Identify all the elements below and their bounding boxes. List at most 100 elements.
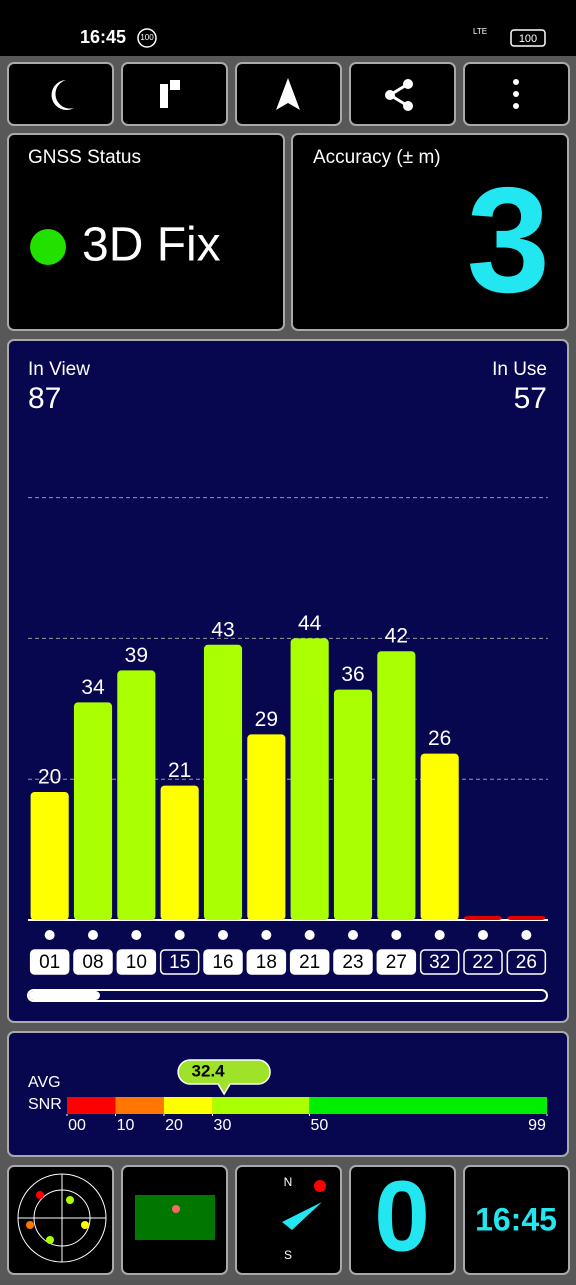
bar-label: 26: [428, 727, 451, 750]
bar: [333, 689, 373, 920]
snr-segment: [163, 1097, 213, 1114]
moon-icon: [51, 80, 74, 110]
snr-segment: [67, 1097, 116, 1114]
bar: [73, 702, 113, 920]
share-icon: [385, 79, 413, 111]
bar: [117, 670, 156, 920]
bar: [290, 638, 329, 920]
sat-label: 16: [212, 952, 233, 973]
guide-icon: [160, 80, 180, 108]
sat-dot: [131, 930, 142, 940]
bar-label: 20: [38, 766, 61, 789]
sat-dot: [218, 930, 228, 940]
bar: [247, 734, 286, 920]
sat-dot: [44, 930, 55, 940]
clock: 16:45: [475, 1201, 557, 1237]
sky-tile[interactable]: [7, 1165, 114, 1275]
bar-label: 42: [385, 625, 408, 648]
badge: 100: [140, 33, 154, 42]
guide-button[interactable]: [121, 62, 228, 126]
sat-label: 26: [516, 952, 537, 973]
sat-label: 08: [82, 952, 103, 973]
in-use-label: In Use: [492, 359, 547, 380]
fix: 3D Fix: [82, 219, 221, 272]
network: LTE: [473, 27, 487, 36]
sky-plot: [17, 1173, 107, 1263]
sat-label: 10: [126, 952, 147, 973]
sat-box: [333, 949, 373, 975]
snr-label-2: SNR: [28, 1096, 62, 1113]
sat-dot: [348, 930, 358, 940]
night-button[interactable]: [7, 62, 114, 126]
sat-box: [73, 949, 113, 975]
accuracy-title: Accuracy (± m): [313, 147, 441, 168]
bar-label: 29: [255, 708, 278, 731]
snr-tick-label: 99: [528, 1117, 546, 1134]
snr-segment: [309, 1097, 547, 1114]
bar-label: 34: [81, 676, 105, 699]
world-map: [135, 1195, 215, 1240]
bar-label: 43: [211, 618, 234, 641]
bar-label: 36: [341, 663, 364, 686]
gnss-title: GNSS Status: [28, 147, 141, 168]
speed-tile[interactable]: [349, 1165, 456, 1275]
bar: [507, 916, 546, 920]
snr-segment: [115, 1097, 164, 1114]
gnss-panel: [7, 133, 285, 331]
battery-frame: [510, 29, 546, 47]
sat-label: 01: [39, 952, 60, 973]
compass-n: N: [284, 1175, 293, 1189]
sat-label: 22: [472, 952, 493, 973]
sat-box: [419, 949, 460, 975]
sat-dot: [391, 930, 402, 940]
sat-dot: [478, 930, 488, 940]
fix-indicator: [30, 229, 66, 265]
accuracy-panel: [291, 133, 569, 331]
snr-tick-label: 30: [214, 1117, 232, 1134]
sat-box: [376, 949, 417, 975]
map-pin: [172, 1205, 180, 1213]
bar-label: 21: [168, 759, 191, 782]
sat-box: [29, 949, 70, 975]
share-button[interactable]: [349, 62, 456, 126]
snr-segment: [212, 1097, 310, 1114]
in-view-label: In View: [28, 359, 90, 380]
bar: [463, 916, 503, 920]
sat-label: 23: [342, 952, 363, 973]
bar: [160, 785, 199, 920]
snr-label-1: AVG: [28, 1074, 61, 1091]
arrow-icon: [276, 78, 300, 110]
menu-icon: [513, 79, 519, 109]
sat-box: [246, 949, 287, 975]
sat-label: 15: [169, 952, 190, 973]
sat-label: 27: [386, 952, 407, 973]
in-view: 87: [28, 382, 61, 415]
sat-dot: [521, 930, 532, 940]
bar-label: 39: [125, 644, 148, 667]
snr-average: 32.4: [192, 1061, 226, 1080]
clock-tile[interactable]: [463, 1165, 570, 1275]
sat-dot: [174, 930, 185, 940]
sat-label: 32: [429, 952, 450, 973]
sat-box: [203, 949, 243, 975]
sat-box: [116, 949, 157, 975]
sat-box: [463, 949, 503, 975]
sat-dot: [261, 930, 272, 940]
bar: [203, 644, 243, 920]
sat-dot: [88, 930, 98, 940]
bar-label: 44: [298, 612, 322, 635]
compass-needle: [282, 1202, 322, 1230]
sat-dot: [434, 930, 445, 940]
snr-tick-label: 00: [68, 1117, 86, 1134]
scrollbar[interactable]: [27, 989, 548, 1002]
sat-box: [159, 949, 200, 975]
sat-label: 21: [299, 952, 320, 973]
time: 16:45: [80, 27, 126, 47]
snr-panel: [7, 1031, 569, 1157]
bar: [30, 792, 69, 920]
snr-tick-label: 50: [311, 1117, 329, 1134]
status-bar: [0, 0, 576, 56]
scroll-thumb[interactable]: [29, 991, 100, 1000]
sat-label: 18: [256, 952, 277, 973]
